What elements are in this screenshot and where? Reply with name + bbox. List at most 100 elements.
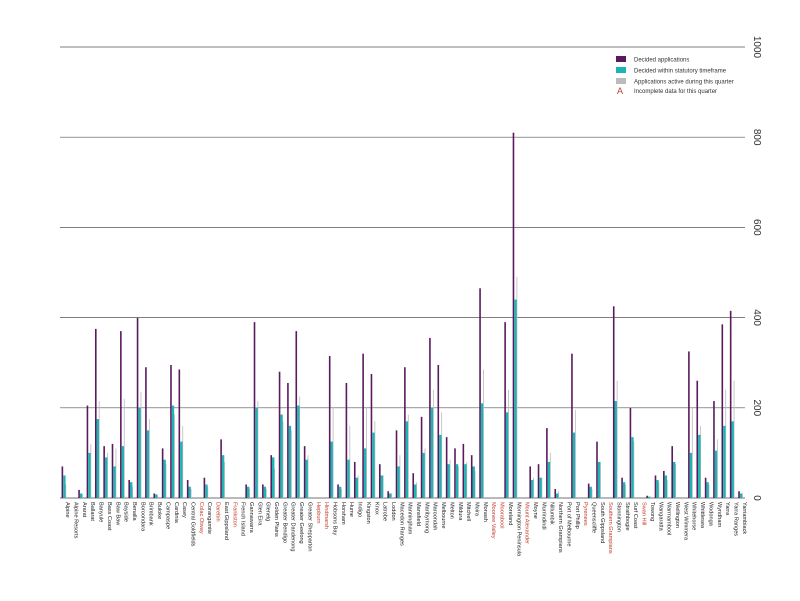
- bar-active: [391, 493, 392, 498]
- category-label: Brimbank: [148, 502, 154, 526]
- category-label: Kingston: [365, 502, 371, 524]
- bar-within: [280, 414, 283, 498]
- bar-active: [407, 414, 409, 498]
- bar-decided: [429, 337, 431, 498]
- bar-active: [658, 482, 660, 498]
- bar-decided: [537, 464, 540, 498]
- bar-active: [725, 389, 727, 498]
- bar-within: [505, 412, 509, 498]
- bar-within: [63, 475, 66, 498]
- bar-within: [572, 432, 576, 498]
- bar-decided: [529, 466, 531, 498]
- category-label: Mildura: [457, 502, 463, 521]
- bar-active: [82, 494, 83, 498]
- category-label: Golden Plains: [273, 502, 279, 537]
- bar-decided: [362, 353, 364, 498]
- y-tick-label: 1000: [751, 36, 762, 59]
- bar-active: [399, 455, 401, 498]
- bar-decided: [704, 477, 707, 498]
- bar-decided: [262, 484, 264, 498]
- bar-active: [516, 277, 518, 498]
- y-tick-label: 400: [751, 309, 762, 326]
- bar-active: [449, 459, 451, 498]
- bar-active: [90, 443, 92, 498]
- bar-within: [723, 425, 726, 498]
- bar-within: [672, 461, 676, 498]
- bar-within: [414, 484, 417, 498]
- bar-active: [558, 491, 560, 498]
- bar-within: [355, 477, 358, 498]
- bar-within: [405, 421, 409, 498]
- bar-decided: [546, 428, 548, 498]
- bar-active: [716, 439, 718, 498]
- bar-active: [349, 425, 351, 498]
- bar-active: [432, 389, 434, 498]
- bar-active: [115, 448, 117, 498]
- category-label: Greater Bendigo: [281, 502, 287, 543]
- bar-active: [441, 412, 443, 498]
- y-tick-label: 800: [751, 129, 762, 146]
- bar-within: [188, 486, 191, 498]
- category-label: Towong: [649, 502, 655, 521]
- category-label: Murrindindi: [540, 502, 546, 530]
- legend-label-decided: Decided applications: [634, 58, 689, 64]
- bar-active: [224, 461, 225, 498]
- bar-decided: [470, 455, 473, 498]
- category-label: Ballarat: [89, 502, 95, 521]
- bar-active: [574, 410, 576, 498]
- bar-decided: [370, 373, 373, 498]
- bar-decided: [61, 466, 64, 498]
- bar-active: [341, 488, 342, 498]
- bar-active: [600, 461, 601, 498]
- bar-active: [157, 495, 159, 498]
- bar-within: [146, 430, 150, 498]
- category-label: Wangaratta: [657, 502, 663, 532]
- category-label: Glenelg: [265, 502, 271, 521]
- bar-within: [288, 425, 292, 498]
- bar-within: [372, 432, 375, 498]
- bar-within: [388, 493, 392, 498]
- category-label: Colac Otway: [198, 502, 204, 534]
- bar-within: [439, 434, 442, 498]
- bar-decided: [220, 439, 222, 498]
- category-label: Casey: [181, 502, 187, 518]
- bar-decided: [86, 405, 89, 498]
- bar-decided: [663, 470, 665, 498]
- legend-label-active: Applications active during this quarter: [634, 80, 734, 86]
- category-label: Hobsons Bay: [331, 502, 337, 535]
- bar-active: [257, 401, 259, 498]
- category-label: Mitchell: [465, 502, 471, 521]
- bar-decided: [479, 288, 481, 498]
- category-labels: Alpine Alpine Resorts Ararat Ballarat Banyul…: [64, 502, 747, 557]
- bar-active: [173, 414, 175, 498]
- category-label: Whittlesea: [699, 502, 705, 529]
- legend-label-incomplete: Incomplete data for this quarter: [634, 89, 717, 95]
- category-label: Greater Shepparton: [306, 502, 312, 551]
- bar-decided: [253, 322, 256, 498]
- bar-within: [664, 475, 668, 498]
- bar-within: [380, 475, 384, 498]
- category-label: Manningham: [407, 502, 413, 535]
- bar-decided: [379, 464, 381, 498]
- legend: Decided applications Decided within stat…: [616, 56, 734, 96]
- bar-decided: [420, 416, 423, 498]
- y-tick-label: 600: [751, 219, 762, 236]
- bar-active: [98, 401, 100, 498]
- category-label: Knox: [373, 502, 379, 515]
- bar-decided: [629, 407, 632, 498]
- category-label: Macedon Ranges: [398, 502, 404, 546]
- bar-decided: [729, 310, 732, 498]
- bar-active: [148, 419, 150, 498]
- bar-within: [455, 464, 459, 498]
- bar-within: [263, 486, 267, 498]
- legend-incomplete-marker: A: [617, 86, 623, 96]
- bar-within: [698, 434, 701, 498]
- category-label: Warrnambool: [666, 502, 672, 535]
- bar-within: [155, 494, 158, 498]
- y-tick-label: 0: [751, 495, 762, 501]
- bar-active: [474, 470, 476, 498]
- bar-decided: [153, 493, 156, 498]
- legend-swatch-within: [616, 67, 626, 73]
- category-label: Cardinia: [173, 502, 179, 524]
